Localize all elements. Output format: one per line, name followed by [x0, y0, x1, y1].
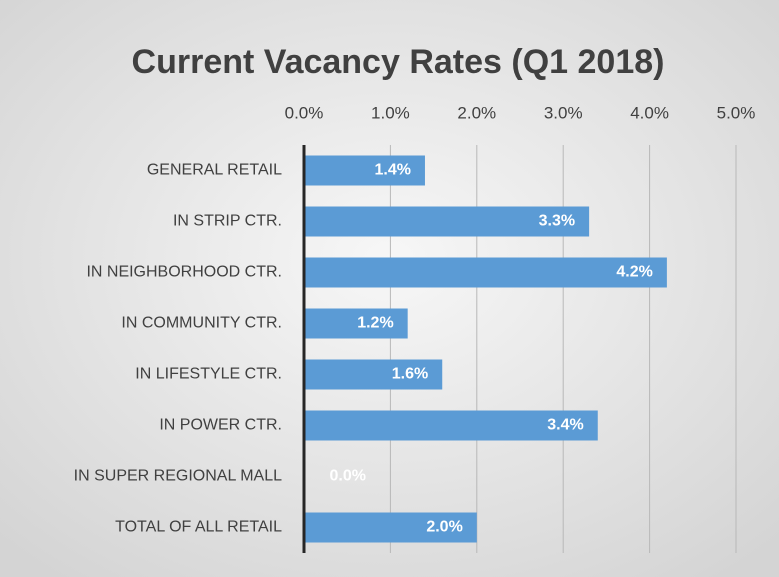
y-tick-label: GENERAL RETAIL — [147, 162, 282, 179]
x-tick-label: 4.0% — [630, 103, 669, 122]
x-tick-label: 1.0% — [371, 103, 410, 122]
data-label: 4.2% — [616, 264, 652, 281]
x-tick-label: 2.0% — [457, 103, 496, 122]
y-tick-label: IN NEIGHBORHOOD CTR. — [86, 264, 282, 281]
y-tick-label: IN SUPER REGIONAL MALL — [74, 468, 282, 485]
bar — [304, 512, 477, 543]
y-tick-label: TOTAL OF ALL RETAIL — [115, 519, 282, 536]
x-tick-label: 5.0% — [717, 103, 756, 122]
bar — [304, 155, 425, 186]
y-tick-label: IN COMMUNITY CTR. — [121, 315, 282, 332]
data-label: 1.4% — [374, 162, 410, 179]
chart-title: Current Vacancy Rates (Q1 2018) — [132, 43, 665, 81]
data-label: 0.0% — [330, 468, 366, 485]
x-tick-label: 0.0% — [285, 103, 324, 122]
y-tick-label: IN STRIP CTR. — [173, 213, 282, 230]
bar — [304, 410, 598, 441]
data-label: 3.4% — [547, 417, 583, 434]
bar — [304, 308, 408, 339]
data-label: 1.2% — [357, 315, 393, 332]
data-label: 1.6% — [392, 366, 428, 383]
x-tick-label: 3.0% — [544, 103, 583, 122]
data-label: 2.0% — [426, 519, 462, 536]
y-tick-label: IN LIFESTYLE CTR. — [135, 366, 282, 383]
bar — [304, 206, 590, 237]
y-tick-label: IN POWER CTR. — [159, 417, 282, 434]
bar — [304, 359, 443, 390]
data-label: 3.3% — [539, 213, 575, 230]
bar — [304, 257, 667, 288]
